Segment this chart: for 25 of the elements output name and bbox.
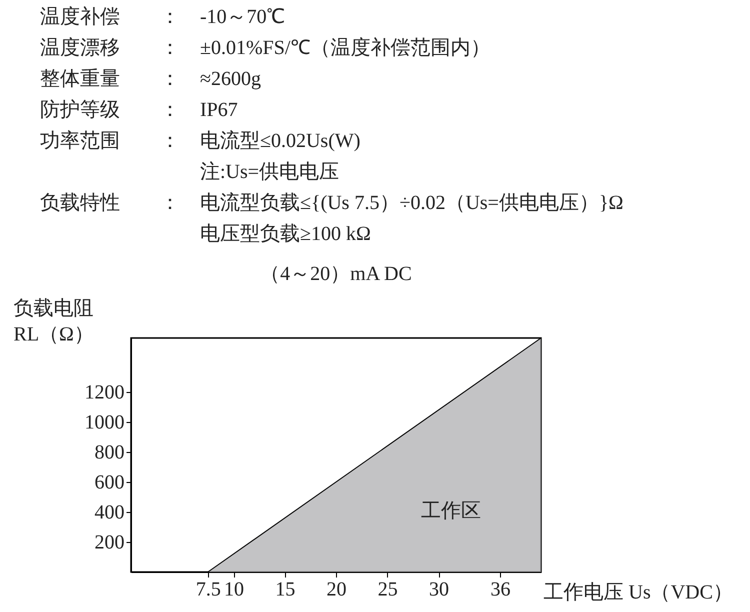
text: 功率范围 ： 电流型≤0.02Us(W) — [40, 130, 360, 152]
x-axis-title: 工作电压 Us（VDC） — [544, 582, 733, 604]
text: 电压型负载≥100 kΩ — [200, 222, 371, 247]
y-tick-label: 1000 — [84, 412, 124, 434]
y-tick-label: 200 — [94, 532, 124, 554]
y-tick-label: 800 — [94, 442, 124, 464]
text: 注:Us=供电电压 — [200, 160, 340, 185]
y-tick-label: 600 — [94, 472, 124, 494]
annotation: 工作区 — [420, 500, 481, 522]
y-tick-label: 1200 — [84, 382, 124, 404]
x-tick-label: 25 — [378, 578, 398, 600]
x-tick-label: 15 — [275, 578, 296, 600]
y-tick-label: 400 — [94, 502, 124, 524]
x-tick-label: 7.5 — [196, 578, 221, 600]
x-tick-label: 10 — [224, 578, 244, 600]
chart-title: （4～20）mA DC — [260, 263, 412, 285]
text: 整体重量 ： ≈2600g — [40, 68, 261, 90]
text: 温度漂移 ： ±0.01%FS/℃（温度补偿范围内） — [40, 37, 490, 59]
y-axis-title: 负载电阻 RL（Ω） — [14, 298, 94, 346]
x-tick-label: 30 — [429, 578, 449, 600]
text: 防护等级 ： IP67 — [40, 99, 238, 121]
x-tick-label: 20 — [326, 578, 346, 600]
text: 温度补偿 ： -10～70℃ — [40, 6, 285, 28]
text: 负载特性 ： 电流型负载≤{(Us 7.5）÷0.02（Us=供电电压）}Ω — [40, 192, 624, 214]
x-tick-label: 36 — [490, 578, 510, 600]
